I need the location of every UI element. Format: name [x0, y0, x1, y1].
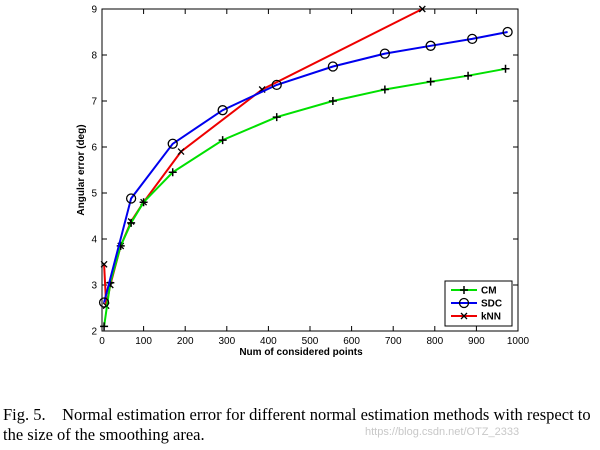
- y-axis-label: Angular error (deg): [76, 124, 87, 215]
- x-tick-label: 800: [426, 336, 443, 347]
- y-tick-label: 5: [91, 189, 97, 200]
- x-tick-label: 500: [302, 336, 319, 347]
- y-tick-label: 9: [91, 5, 97, 16]
- data-point-cm: [168, 168, 177, 177]
- plot-frame: [101, 8, 519, 332]
- data-point-sdc: [125, 193, 137, 204]
- line-chart: 2 3 4 5 6 7 8 9 0 100 200 300 400 500 600 700 800 900 100…: [76, 5, 530, 359]
- series-line-sdc: [103, 31, 508, 303]
- legend-marker-cm: [460, 286, 468, 294]
- data-point-sdc: [425, 40, 436, 51]
- data-point-sdc: [98, 297, 110, 308]
- x-tick-label: 900: [468, 336, 485, 347]
- data-point-cm: [464, 71, 473, 80]
- data-point-sdc: [271, 79, 282, 91]
- data-point-cm: [100, 322, 109, 331]
- data-point-cm: [272, 113, 281, 122]
- x-tick-label: 700: [385, 336, 402, 347]
- data-point-sdc: [167, 138, 178, 149]
- data-point-cm: [501, 64, 510, 73]
- legend-label-knn: kNN: [481, 312, 501, 323]
- data-point-sdc: [327, 61, 339, 72]
- legend-label-cm: CM: [481, 286, 497, 297]
- legend: CM SDC kNN: [444, 280, 513, 327]
- y-tick-label: 7: [91, 97, 97, 108]
- y-tick-label: 4: [91, 235, 97, 246]
- data-point-knn: [418, 5, 426, 13]
- x-tick-label: 1000: [507, 336, 530, 347]
- x-tick-label: 600: [343, 336, 360, 347]
- data-point-knn: [177, 148, 185, 156]
- series-sdc: [98, 26, 513, 308]
- watermark: https://blog.csdn.net/OTZ_2333: [365, 426, 520, 438]
- y-tick-label: 3: [91, 281, 97, 292]
- y-tick-label: 2: [91, 327, 97, 338]
- x-tick-label: 400: [260, 336, 277, 347]
- caption-label: Fig. 5.: [3, 405, 46, 424]
- data-point-cm: [426, 77, 435, 86]
- legend-label-sdc: SDC: [481, 299, 502, 310]
- y-tick-label: 6: [91, 143, 97, 154]
- x-tick-label: 300: [218, 336, 235, 347]
- x-tick-label: 200: [177, 336, 194, 347]
- series-layer: [98, 5, 513, 331]
- series-cm: [100, 64, 510, 331]
- x-tick-label: 100: [135, 336, 152, 347]
- data-point-sdc: [217, 105, 228, 116]
- x-axis: 0 100 200 300 400 500 600 700 800 900 1000: [99, 9, 530, 347]
- x-axis-label: Num of considered points: [239, 347, 363, 358]
- data-point-cm: [139, 198, 148, 207]
- data-point-cm: [127, 218, 136, 227]
- data-point-cm: [218, 136, 227, 145]
- data-point-cm: [380, 85, 389, 94]
- caption-text: Normal estimation error for different no…: [3, 405, 591, 444]
- figure-caption: Fig. 5. Normal estimation error for diff…: [3, 405, 597, 445]
- data-point-cm: [328, 97, 337, 105]
- data-point-knn: [100, 260, 108, 268]
- y-tick-label: 8: [91, 51, 97, 62]
- y-axis: 2 3 4 5 6 7 8 9: [91, 5, 518, 338]
- data-point-sdc: [502, 26, 513, 38]
- legend-marker-knn: [460, 312, 468, 320]
- data-point-sdc: [379, 48, 391, 59]
- data-point-sdc: [467, 33, 478, 45]
- x-tick-label: 0: [99, 336, 105, 347]
- legend-marker-sdc: [458, 297, 470, 309]
